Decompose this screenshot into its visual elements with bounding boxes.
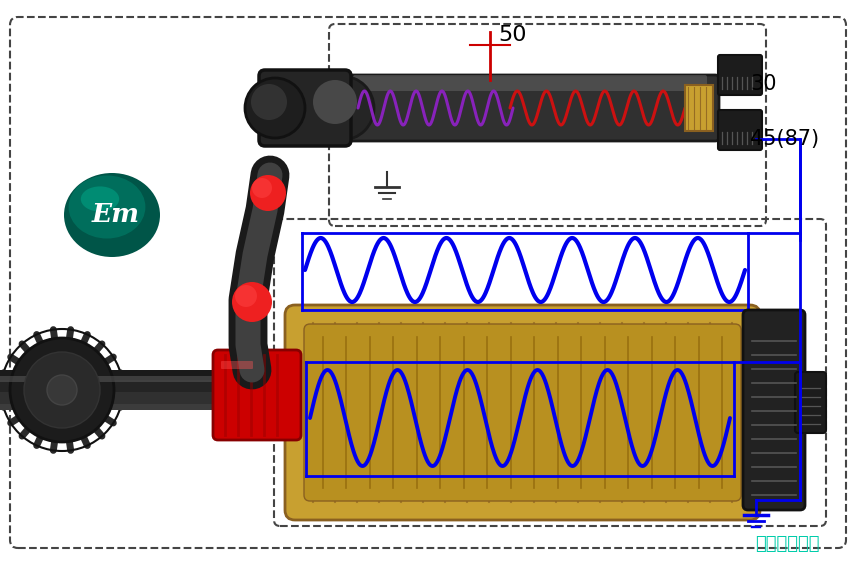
Circle shape <box>245 78 305 138</box>
Bar <box>0 370 300 380</box>
Ellipse shape <box>80 186 119 212</box>
FancyBboxPatch shape <box>743 310 805 510</box>
Text: 30: 30 <box>750 74 776 94</box>
Circle shape <box>10 338 114 442</box>
FancyBboxPatch shape <box>718 110 762 150</box>
Ellipse shape <box>68 176 146 239</box>
Bar <box>0 404 300 410</box>
FancyBboxPatch shape <box>341 75 719 141</box>
Circle shape <box>252 178 272 198</box>
FancyBboxPatch shape <box>285 305 760 520</box>
Text: 彩虹网址导航: 彩虹网址导航 <box>756 535 820 553</box>
Bar <box>0 392 300 404</box>
Circle shape <box>310 76 374 140</box>
Circle shape <box>24 352 100 428</box>
Circle shape <box>313 80 357 124</box>
Circle shape <box>47 375 77 405</box>
FancyBboxPatch shape <box>213 350 301 440</box>
FancyBboxPatch shape <box>221 361 253 369</box>
Bar <box>0 376 300 382</box>
FancyBboxPatch shape <box>353 75 707 91</box>
Bar <box>0 370 300 410</box>
Text: Em: Em <box>92 203 140 227</box>
Text: 50: 50 <box>498 25 526 45</box>
Bar <box>0 380 300 392</box>
Ellipse shape <box>64 173 160 257</box>
Circle shape <box>250 175 286 211</box>
FancyBboxPatch shape <box>259 70 351 146</box>
Text: 45(87): 45(87) <box>750 129 819 149</box>
FancyBboxPatch shape <box>795 372 826 433</box>
FancyBboxPatch shape <box>718 55 762 95</box>
Circle shape <box>235 285 257 307</box>
Bar <box>685 85 713 131</box>
Circle shape <box>251 84 287 120</box>
FancyBboxPatch shape <box>304 324 741 501</box>
Circle shape <box>232 282 272 322</box>
